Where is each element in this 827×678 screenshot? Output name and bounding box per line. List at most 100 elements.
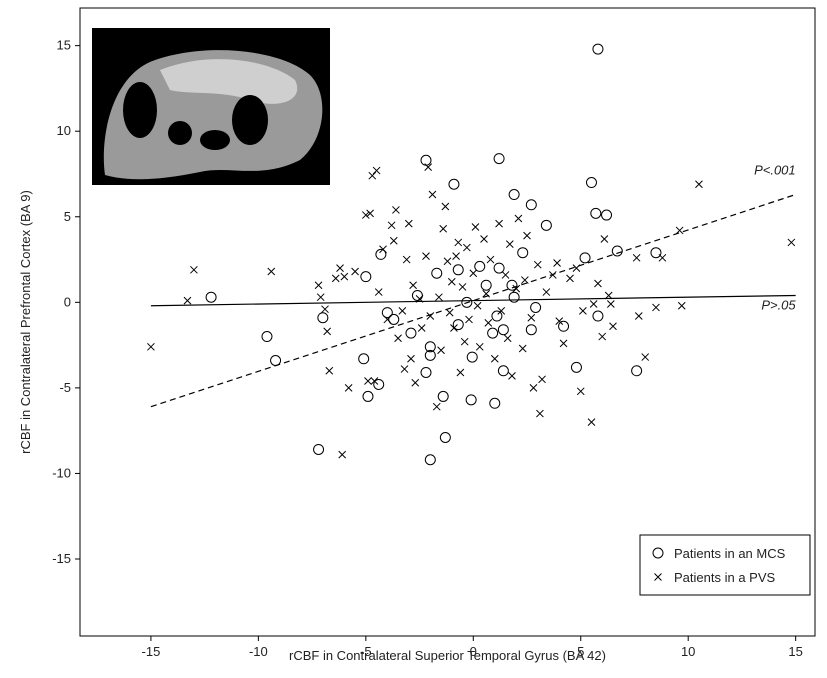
data-point — [364, 377, 372, 385]
data-point — [338, 450, 347, 459]
data-point — [460, 337, 469, 346]
data-point — [473, 301, 482, 310]
data-point — [469, 269, 478, 278]
data-point — [501, 271, 510, 279]
x-axis-label: rCBF in Contralateral Superior Temporal … — [289, 648, 606, 663]
x-tick-label: -10 — [249, 644, 268, 659]
data-point — [405, 327, 417, 339]
plot-frame — [79, 7, 816, 637]
data-point — [497, 307, 506, 315]
data-point — [675, 226, 684, 235]
data-point — [650, 247, 662, 259]
data-point — [579, 307, 587, 315]
data-point — [631, 365, 643, 377]
fit-line — [150, 193, 796, 408]
data-point — [394, 334, 402, 343]
data-point — [331, 274, 340, 283]
data-point — [508, 189, 520, 201]
data-point — [458, 283, 467, 291]
x-tick-label: 0 — [470, 644, 477, 659]
data-point — [471, 223, 480, 231]
y-tick-label: -5 — [59, 380, 71, 395]
data-point — [417, 324, 426, 332]
data-point — [475, 342, 484, 351]
data-point — [351, 267, 359, 276]
brain-inset — [92, 28, 330, 185]
data-point — [261, 331, 273, 343]
data-point — [585, 177, 597, 189]
data-point — [360, 271, 372, 283]
y-tick-label: 5 — [64, 209, 71, 224]
data-point — [383, 315, 392, 324]
data-point — [518, 344, 527, 353]
data-point — [420, 366, 432, 378]
data-point — [317, 312, 329, 324]
data-point — [505, 240, 514, 248]
data-point — [424, 349, 436, 361]
data-point — [379, 245, 387, 254]
data-point — [493, 153, 505, 165]
data-point — [388, 313, 400, 325]
data-point — [400, 365, 409, 373]
data-point — [525, 324, 537, 336]
data-point — [529, 384, 538, 392]
data-point — [474, 260, 486, 272]
data-point — [527, 313, 536, 322]
data-point — [512, 284, 521, 293]
data-point — [600, 235, 609, 243]
data-point — [592, 310, 604, 322]
data-point — [787, 238, 796, 247]
data-point — [576, 387, 585, 396]
data-point — [490, 354, 499, 363]
y-tick-label: 10 — [57, 123, 71, 138]
data-point — [658, 253, 667, 262]
data-point — [448, 178, 460, 190]
data-point — [486, 255, 495, 264]
data-point — [594, 279, 602, 288]
data-point — [533, 260, 542, 269]
y-tick-label: -10 — [52, 465, 71, 480]
data-point — [358, 353, 370, 365]
data-point — [431, 267, 443, 279]
legend-label: Patients in a PVS — [674, 570, 775, 585]
data-point — [372, 166, 381, 175]
data-point — [590, 207, 602, 219]
data-point — [652, 303, 660, 312]
data-point — [422, 252, 430, 260]
legend — [639, 534, 811, 596]
fit-label: P>.05 — [761, 297, 796, 312]
data-point — [373, 378, 385, 390]
data-point — [491, 310, 503, 322]
data-point — [525, 199, 537, 211]
data-point — [604, 291, 613, 300]
fit-line — [150, 294, 796, 307]
data-point — [437, 346, 445, 355]
data-point — [487, 327, 499, 339]
data-point — [437, 390, 449, 402]
data-point — [392, 206, 400, 214]
y-tick-label: -15 — [52, 551, 71, 566]
data-point — [374, 288, 383, 296]
data-point — [147, 342, 155, 351]
x-tick-label: 15 — [788, 644, 802, 659]
data-point — [456, 368, 465, 377]
data-point — [336, 264, 344, 272]
data-point — [632, 253, 641, 262]
data-point — [609, 322, 617, 331]
data-point — [270, 355, 282, 367]
data-point — [495, 219, 503, 228]
data-point — [540, 219, 552, 231]
data-point — [611, 245, 623, 257]
data-point — [695, 180, 703, 189]
data-point — [558, 320, 570, 332]
data-point — [523, 231, 531, 240]
data-point — [592, 43, 604, 55]
data-point — [344, 384, 353, 392]
data-point — [503, 334, 512, 343]
data-point — [508, 372, 516, 380]
data-point — [415, 295, 424, 303]
data-point — [368, 171, 377, 180]
data-point — [398, 307, 407, 315]
fit-label: P<.001 — [754, 163, 796, 178]
